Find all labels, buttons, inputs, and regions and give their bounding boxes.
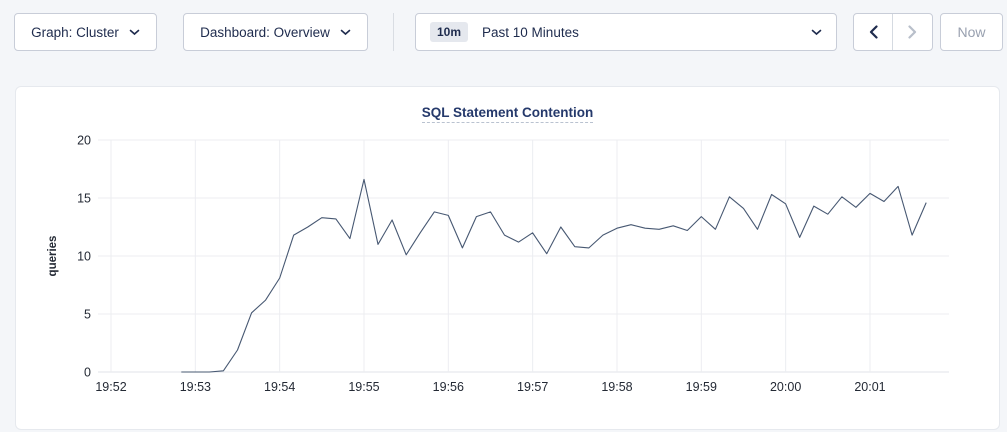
time-next-button[interactable] (893, 14, 932, 50)
chevron-down-icon (129, 29, 140, 35)
svg-text:19:57: 19:57 (517, 380, 548, 394)
dashboard-dropdown-label: Dashboard: Overview (200, 24, 330, 40)
svg-text:19:52: 19:52 (95, 380, 126, 394)
chart-title-wrap: SQL Statement Contention (16, 104, 999, 123)
svg-text:19:56: 19:56 (433, 380, 464, 394)
svg-text:20: 20 (77, 134, 91, 148)
svg-text:20:00: 20:00 (770, 380, 801, 394)
svg-text:19:58: 19:58 (601, 380, 632, 394)
chevron-right-icon (908, 25, 917, 39)
svg-text:19:59: 19:59 (686, 380, 717, 394)
time-nav-group (853, 13, 933, 51)
svg-text:20:01: 20:01 (854, 380, 885, 394)
svg-text:19:53: 19:53 (180, 380, 211, 394)
line-series-queries (181, 178, 927, 373)
chevron-down-icon (811, 29, 822, 35)
toolbar-divider (393, 13, 394, 51)
dashboard-dropdown[interactable]: Dashboard: Overview (183, 13, 368, 51)
x-grid (110, 140, 871, 372)
time-range-badge: 10m (430, 22, 469, 42)
y-axis-title: queries (47, 236, 59, 277)
time-range-label: Past 10 Minutes (482, 24, 579, 40)
graph-dropdown[interactable]: Graph: Cluster (14, 13, 157, 51)
svg-text:0: 0 (84, 366, 91, 380)
x-tick-labels: 19:52 19:53 19:54 19:55 19:56 19:57 19:58 19:59… (95, 380, 885, 394)
svg-text:19:54: 19:54 (264, 380, 295, 394)
chart-card: SQL Statement Contention 0 5 10 15 20 19:52 19… (15, 86, 1000, 430)
chart-title[interactable]: SQL Statement Contention (421, 105, 594, 123)
now-button[interactable]: Now (940, 13, 1003, 51)
chevron-left-icon (869, 25, 878, 39)
svg-text:15: 15 (77, 192, 91, 206)
y-tick-labels: 0 5 10 15 20 (77, 134, 91, 380)
svg-text:5: 5 (84, 308, 91, 322)
svg-text:10: 10 (77, 250, 91, 264)
now-button-label: Now (957, 24, 986, 40)
graph-dropdown-label: Graph: Cluster (31, 24, 119, 40)
time-range-picker[interactable]: 10m Past 10 Minutes (415, 13, 837, 51)
y-grid (98, 139, 949, 373)
svg-text:19:55: 19:55 (348, 380, 379, 394)
time-prev-button[interactable] (854, 14, 894, 50)
chevron-down-icon (340, 29, 351, 35)
